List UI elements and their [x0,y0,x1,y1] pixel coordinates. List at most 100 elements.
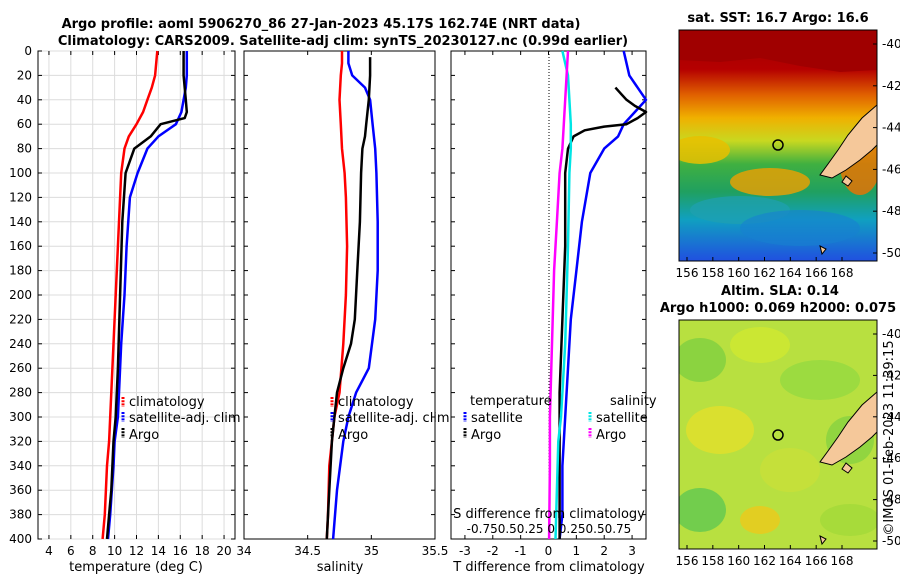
argo-location-marker-sla [772,429,784,441]
lon-tick-label: 166 [805,554,828,568]
x-tick-label: 0 [545,544,553,558]
x-tick-label: 16 [173,544,188,558]
land-sst [819,104,877,179]
salinity-difference-label: S difference from climatology [453,507,645,522]
legend-label-satellite: satellite-adj. clim [129,411,241,426]
lon-tick-label: 156 [676,554,699,568]
sst-map: sat. SST: 16.7 Argo: 16.6 [676,11,900,280]
lat-tick-label: -46 [882,162,900,176]
salinity-legend: climatology satellite-adj. clim Argo [330,395,450,443]
temperature-x-label: temperature (deg C) [69,560,203,575]
x-tick-label: 8 [89,544,97,558]
depth-tick-label: 220 [9,312,32,326]
series-line-s-satellite [554,50,573,540]
legend-label-s-satellite: satellite [596,411,648,426]
land-sla [819,391,877,466]
difference-panel: -3 -2 -1 0 1 2 3 T difference from climatology… [450,50,657,575]
salinity-difference-ticks: -0.750.50.25 0 0.250.50.75 [467,522,632,536]
depth-tick-label: 80 [17,142,32,156]
x-tick-label: 35.5 [422,544,449,558]
salinity-depth-ticks [244,50,435,540]
depth-tick-label: 200 [9,288,32,302]
sla-map-title: Altim. SLA: 0.14 [721,284,839,299]
lon-tick-label: 164 [779,266,802,280]
lon-tick-label: 164 [779,554,802,568]
x-tick-label: 3 [628,544,636,558]
legend-label-argo: Argo [129,428,159,443]
sst-lon-ticks: 156 158 160 162 164 166 168 [676,257,854,280]
depth-tick-label: 20 [17,68,32,82]
depth-tick-label: 140 [9,215,32,229]
x-tick-label: 6 [67,544,75,558]
depth-tick-label: 180 [9,264,32,278]
salinity-series [325,51,379,540]
difference-series [547,50,648,540]
depth-tick-label: 380 [9,508,32,522]
sst-map-frame [678,29,878,262]
lon-tick-label: 158 [701,266,724,280]
lat-tick-label: -44 [882,121,900,135]
lat-tick-label: -48 [882,493,900,507]
temperature-legend: climatology satellite-adj. clim Argo [121,395,241,443]
temperature-depth-ticks: 0 20 40 60 80 100 120 140 160 180 200 220 240 260 280 3… [9,44,235,546]
salinity-panel-frame [243,50,436,540]
lon-tick-label: 162 [753,266,776,280]
difference-x-label: T difference from climatology [452,560,645,575]
x-tick-label: 1 [573,544,581,558]
depth-tick-label: 0 [24,44,32,58]
depth-tick-label: 400 [9,532,32,546]
x-tick-label: 34 [236,544,251,558]
lat-tick-label: -46 [882,451,900,465]
depth-tick-label: 120 [9,190,32,204]
sla-map-frame [678,319,878,550]
lat-tick-label: -50 [882,534,900,548]
depth-tick-label: 60 [17,117,32,131]
sst-map-title: sat. SST: 16.7 Argo: 16.6 [687,11,868,26]
sla-map-subtitle: Argo h1000: 0.069 h2000: 0.075 [660,301,896,316]
legend-title-salinity: salinity [610,394,657,409]
depth-tick-label: 100 [9,166,32,180]
depth-tick-label: 340 [9,459,32,473]
x-tick-label: -2 [487,544,499,558]
difference-legend: temperature salinity satellite Argo sate… [463,394,657,443]
depth-tick-label: 320 [9,434,32,448]
difference-depth-ticks [451,50,646,540]
series-line-s-argo [547,50,570,540]
argo-location-marker-sst [772,139,784,151]
series-line-t-argo [558,86,648,539]
salinity-x-ticks: 34 34.5 35 35.5 [236,51,448,558]
x-tick-label: 18 [195,544,210,558]
lat-tick-label: -44 [882,410,900,424]
lon-tick-label: 156 [676,266,699,280]
legend-title-temperature: temperature [470,394,552,409]
depth-tick-label: 280 [9,386,32,400]
lon-tick-label: 160 [727,554,750,568]
legend-label-s-argo: Argo [596,428,626,443]
x-tick-label: -3 [459,544,471,558]
lat-tick-label: -42 [882,368,900,382]
x-tick-label: 12 [129,544,144,558]
depth-tick-label: 160 [9,239,32,253]
series-line-argo [105,51,189,540]
lat-tick-label: -42 [882,79,900,93]
legend-label-climatology: climatology [129,395,205,410]
sla-map: Altim. SLA: 0.14 Argo h1000: 0.069 h2000… [660,284,900,568]
lon-tick-label: 168 [831,554,854,568]
depth-tick-label: 300 [9,410,32,424]
lon-tick-label: 168 [831,266,854,280]
depth-tick-label: 360 [9,483,32,497]
sla-lon-ticks: 156 158 160 162 164 166 168 [676,545,854,568]
salinity-panel: 34 34.5 35 35.5 salinity climatology satell… [236,50,450,575]
series-line-satellite-adj-clim [331,51,379,540]
sst-field [679,30,877,261]
series-line-t-satellite [558,50,648,540]
series-line-argo [325,57,372,540]
x-tick-label: 10 [107,544,122,558]
depth-tick-label: 260 [9,361,32,375]
legend-label-satellite: satellite-adj. clim [338,411,450,426]
legend-label-t-argo: Argo [471,428,501,443]
legend-label-t-satellite: satellite [471,411,523,426]
figure-title-line-2: Climatology: CARS2009. Satellite-adj cli… [58,34,628,49]
x-tick-label: 20 [216,544,231,558]
